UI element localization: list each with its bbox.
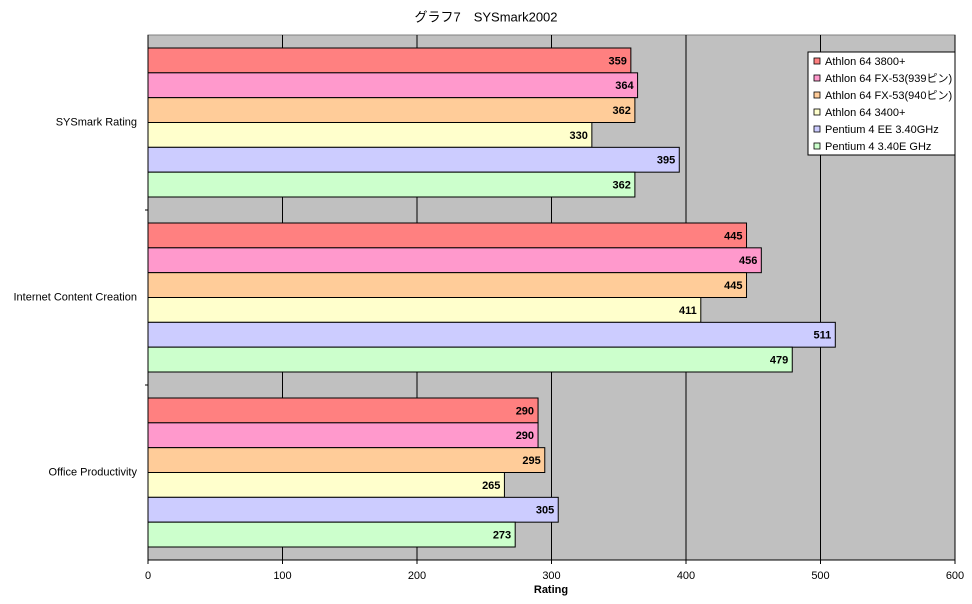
data-label: 330 [569, 130, 587, 142]
legend-swatch [813, 125, 821, 133]
y-tick-label: SYSmark Rating [56, 116, 137, 128]
bar [147, 72, 639, 99]
data-label: 445 [724, 280, 742, 292]
bar [147, 272, 748, 298]
bar [147, 321, 836, 348]
x-tick-label: 100 [273, 570, 291, 582]
legend-label: Athlon 64 FX-53(939ピン) [825, 72, 952, 85]
bar [147, 496, 559, 523]
x-tick-label: 300 [542, 570, 560, 582]
data-label: 362 [613, 105, 631, 117]
legend-label: Athlon 64 FX-53(940ピン) [825, 89, 952, 102]
bar [147, 422, 539, 449]
bar [147, 146, 680, 173]
legend-swatch [813, 91, 821, 99]
data-label: 305 [536, 505, 554, 517]
x-tick-label: 500 [811, 570, 829, 582]
data-label: 290 [516, 430, 534, 442]
legend-label: Athlon 64 3800+ [825, 56, 905, 68]
legend-box [807, 51, 956, 156]
x-tick-label: 200 [408, 570, 426, 582]
legend-label: Athlon 64 3400+ [825, 107, 905, 119]
bar [147, 346, 793, 373]
data-label: 479 [770, 354, 788, 366]
x-axis-label: Rating [534, 584, 568, 596]
x-tick-label: 600 [946, 570, 964, 582]
bar [147, 122, 593, 148]
data-label: 273 [493, 529, 511, 541]
bar [147, 97, 636, 123]
legend-swatch [813, 108, 821, 116]
legend-label: Pentium 4 EE 3.40GHz [825, 124, 939, 136]
data-label: 456 [739, 255, 757, 267]
bar [147, 171, 636, 198]
bar [147, 447, 546, 473]
chart-title: グラフ7 SYSmark2002 [414, 9, 557, 24]
y-tick-label: Office Productivity [49, 466, 138, 478]
bar [147, 472, 505, 498]
data-label: 290 [516, 405, 534, 417]
data-label: 411 [679, 305, 697, 317]
y-tick-label: Internet Content Creation [13, 291, 137, 303]
data-label: 265 [482, 480, 500, 492]
data-label: 445 [724, 230, 742, 242]
legend-swatch [813, 142, 821, 150]
data-label: 364 [615, 80, 634, 92]
data-label: 295 [522, 455, 540, 467]
bar [147, 521, 516, 548]
data-label: 362 [613, 179, 631, 191]
bar [147, 222, 748, 249]
legend-swatch [813, 57, 821, 65]
bar [147, 297, 702, 323]
legend-swatch [813, 74, 821, 82]
bar [147, 47, 632, 74]
data-label: 511 [814, 330, 832, 342]
bar [147, 247, 762, 274]
x-tick-label: 0 [145, 570, 151, 582]
data-label: 359 [608, 55, 626, 67]
bar [147, 397, 539, 424]
legend-label: Pentium 4 3.40E GHz [825, 141, 931, 153]
data-label: 395 [657, 155, 675, 167]
x-tick-label: 400 [677, 570, 695, 582]
